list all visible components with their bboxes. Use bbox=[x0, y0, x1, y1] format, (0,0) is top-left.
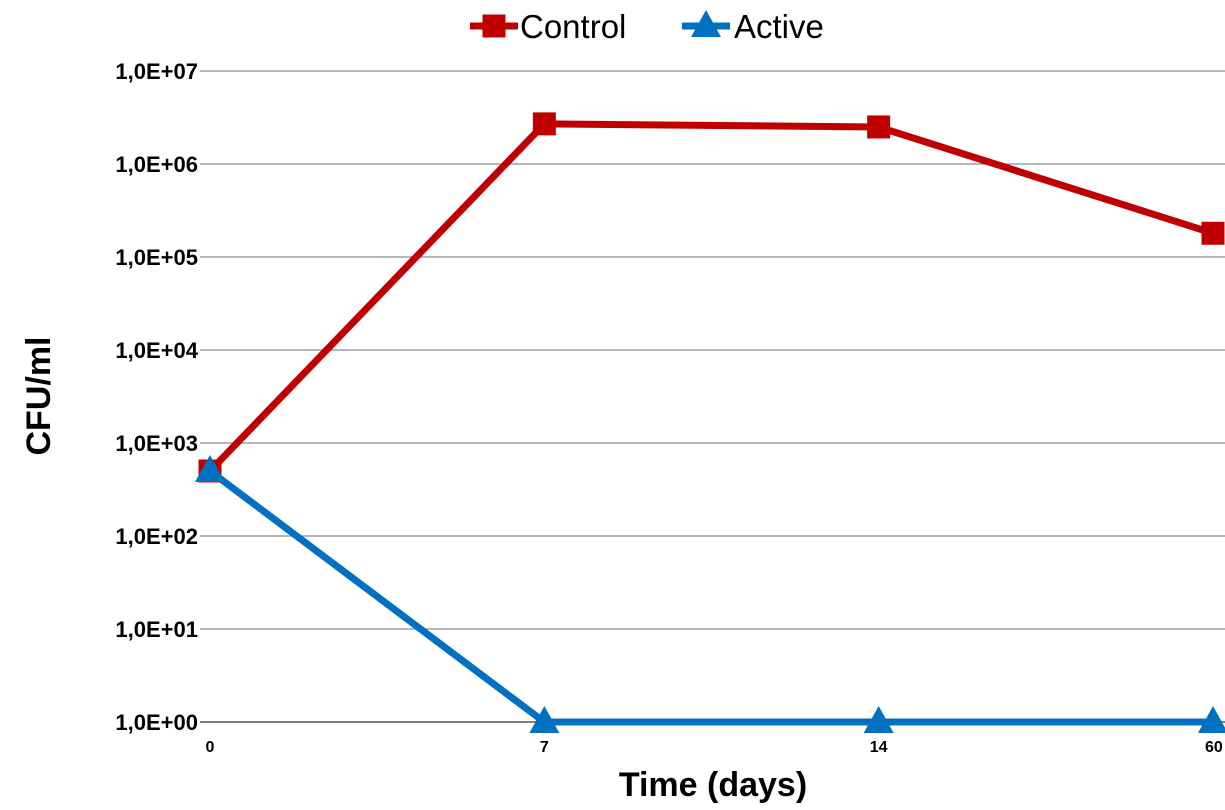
y-tick-label: 1,0E+00 bbox=[115, 710, 198, 735]
x-tick-label: 0 bbox=[206, 739, 215, 756]
y-axis-ticks: 1,0E+00 1,0E+01 1,0E+02 1,0E+03 1,0E+04 1,0E+… bbox=[115, 59, 198, 735]
series-control bbox=[198, 112, 1225, 483]
x-tick-label: 60 bbox=[1205, 739, 1223, 756]
y-axis-title: CFU/ml bbox=[20, 337, 58, 456]
y-tick-label: 1,0E+01 bbox=[115, 617, 198, 642]
y-tick-label: 1,0E+06 bbox=[115, 152, 198, 177]
y-tick-label: 1,0E+04 bbox=[115, 338, 198, 363]
data-point bbox=[863, 706, 894, 733]
legend-item-active: Active bbox=[682, 8, 824, 45]
x-tick-label: 14 bbox=[870, 739, 888, 756]
x-tick-label: 7 bbox=[540, 739, 549, 756]
series-active bbox=[195, 454, 1225, 733]
gridlines bbox=[200, 70, 1225, 723]
y-tick-label: 1,0E+05 bbox=[115, 245, 198, 270]
data-point bbox=[691, 10, 721, 37]
series-layer bbox=[195, 112, 1225, 733]
legend-label: Active bbox=[734, 8, 824, 45]
x-axis-ticks: 0 7 14 60 bbox=[206, 739, 1223, 756]
y-tick-label: 1,0E+03 bbox=[115, 431, 198, 456]
data-point bbox=[1201, 221, 1225, 245]
legend: Control Active bbox=[470, 8, 824, 45]
data-point bbox=[532, 112, 556, 136]
data-point bbox=[529, 706, 560, 733]
data-point bbox=[867, 115, 891, 139]
data-point bbox=[195, 454, 225, 482]
data-point bbox=[1198, 706, 1225, 733]
series-line bbox=[206, 120, 1217, 475]
y-tick-label: 1,0E+07 bbox=[115, 59, 198, 84]
legend-label: Control bbox=[520, 8, 626, 45]
data-point bbox=[482, 14, 506, 38]
series-line bbox=[206, 467, 1217, 726]
legend-item-control: Control bbox=[470, 8, 626, 45]
x-axis-title: Time (days) bbox=[619, 766, 807, 804]
y-tick-label: 1,0E+02 bbox=[115, 524, 198, 549]
